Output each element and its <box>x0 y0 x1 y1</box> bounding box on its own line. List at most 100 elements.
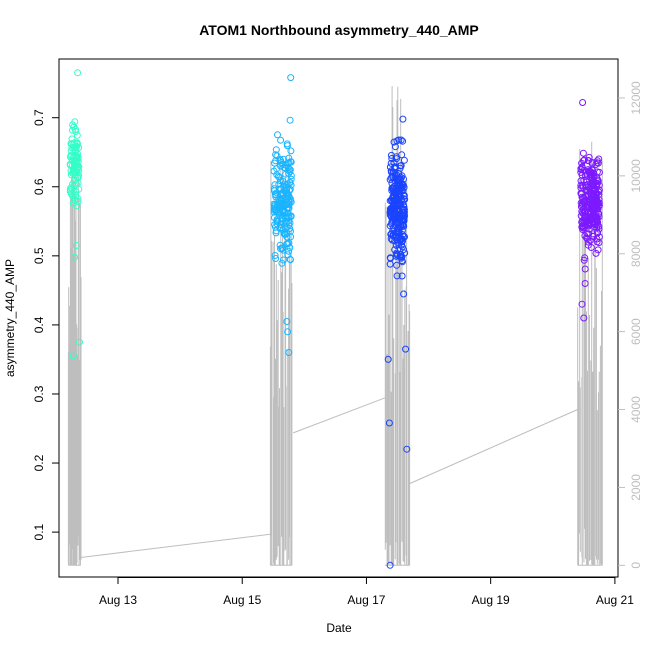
data-point-outlier <box>386 561 394 569</box>
data-point <box>391 216 399 224</box>
data-point <box>395 210 403 218</box>
data-point <box>578 193 586 201</box>
data-point <box>399 258 406 266</box>
data-point <box>390 189 398 197</box>
data-point-outlier <box>580 314 588 322</box>
data-point <box>68 185 76 193</box>
y-axis-right: 0 2000 4000 6000 8000 10000 12000 <box>618 81 643 569</box>
data-point <box>71 171 79 179</box>
data-point <box>387 254 394 262</box>
y-right-tick-label: 8000 <box>629 240 643 267</box>
x-tick-label: Aug 15 <box>223 593 261 607</box>
data-point <box>393 261 401 269</box>
data-point <box>585 153 593 161</box>
data-point <box>399 137 407 145</box>
data-point <box>395 191 403 199</box>
data-point <box>386 205 394 213</box>
data-point <box>398 183 406 190</box>
data-point <box>585 167 593 175</box>
data-point <box>66 186 74 194</box>
data-point <box>277 196 285 204</box>
data-point <box>273 189 281 197</box>
data-point <box>275 203 283 211</box>
data-point <box>398 151 406 159</box>
data-point <box>400 216 408 223</box>
data-point <box>73 152 81 160</box>
data-point <box>595 155 603 163</box>
data-point <box>68 126 76 134</box>
data-point <box>278 244 286 252</box>
data-point <box>271 190 279 198</box>
data-point <box>285 204 293 212</box>
data-point <box>287 147 295 155</box>
data-point-outlier <box>403 445 411 453</box>
data-point-outlier <box>385 419 393 427</box>
data-point <box>277 201 285 209</box>
data-point <box>593 214 601 222</box>
data-point <box>280 209 288 217</box>
data-point <box>72 147 79 155</box>
data-point <box>286 185 294 193</box>
data-point <box>271 252 279 259</box>
data-point <box>578 159 586 167</box>
y-left-tick-label: 0.4 <box>32 316 46 333</box>
data-point <box>394 198 402 206</box>
data-point <box>395 241 403 248</box>
data-point <box>285 247 293 255</box>
data-point <box>590 190 598 198</box>
data-point <box>581 265 589 273</box>
y-right-tick-label: 6000 <box>629 318 643 345</box>
data-point <box>584 187 592 195</box>
data-point-outlier <box>581 280 589 287</box>
data-point <box>72 192 80 199</box>
x-tick-label: Aug 19 <box>472 593 510 607</box>
data-point <box>393 251 401 259</box>
data-point <box>577 181 585 189</box>
data-point <box>67 153 74 161</box>
data-point <box>272 223 279 231</box>
data-point <box>396 162 404 170</box>
data-point <box>393 272 401 280</box>
data-point-outlier <box>579 99 587 106</box>
data-point-outlier <box>72 242 80 249</box>
data-point <box>286 166 294 174</box>
data-point <box>70 123 78 131</box>
data-point <box>594 179 601 187</box>
data-point <box>394 199 401 207</box>
data-point <box>400 290 408 298</box>
data-point <box>400 206 408 214</box>
data-point-outlier <box>76 338 83 346</box>
data-point <box>388 155 396 162</box>
y-axis-label: asymmetry_440_AMP <box>3 259 17 377</box>
data-point-outlier <box>69 352 77 360</box>
data-point <box>586 237 594 245</box>
data-point <box>584 157 592 164</box>
data-point <box>273 216 281 223</box>
data-point <box>395 228 403 236</box>
data-point <box>583 230 591 238</box>
data-point <box>397 174 405 182</box>
data-point <box>272 255 280 262</box>
data-point <box>400 222 408 230</box>
data-point <box>280 155 287 163</box>
y-right-tick-label: 2000 <box>629 474 643 501</box>
data-point <box>270 187 278 195</box>
data-point <box>277 245 284 253</box>
x-axis-label: Date <box>326 621 352 635</box>
data-point <box>275 180 283 188</box>
data-point <box>594 176 602 184</box>
data-point <box>580 176 588 184</box>
data-point <box>593 228 601 236</box>
data-point <box>286 255 294 263</box>
data-point <box>279 256 287 264</box>
data-point <box>392 191 400 199</box>
data-point <box>386 163 394 171</box>
data-point <box>277 136 285 144</box>
data-point <box>578 171 586 179</box>
data-point <box>391 237 399 245</box>
data-point <box>397 192 404 200</box>
data-point <box>387 167 395 175</box>
data-point-outlier <box>287 74 295 82</box>
data-point <box>587 244 595 251</box>
